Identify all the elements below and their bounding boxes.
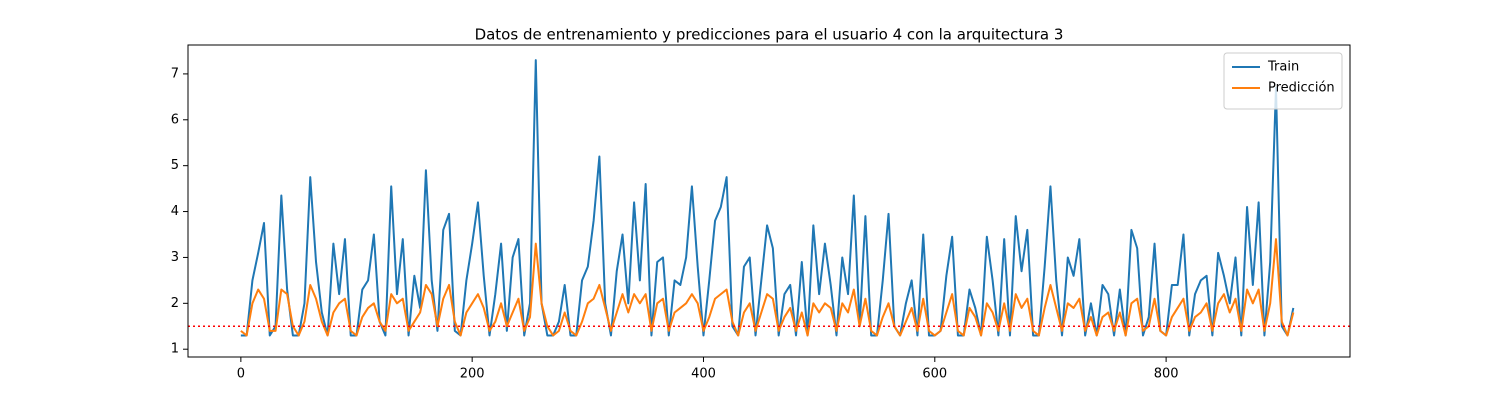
x-tick-label: 200 xyxy=(460,367,485,382)
y-tick-label: 3 xyxy=(171,250,179,265)
plot-frame xyxy=(187,44,1351,358)
chart-title: Datos de entrenamiento y predicciones pa… xyxy=(475,26,1064,44)
y-tick-label: 5 xyxy=(171,158,179,173)
x-tick-label: 800 xyxy=(1154,367,1179,382)
series-line xyxy=(240,238,1295,337)
y-tick-label: 2 xyxy=(171,296,179,311)
y-tick-label: 1 xyxy=(171,342,179,357)
y-tick-label: 7 xyxy=(171,66,179,81)
x-tick-label: 600 xyxy=(922,367,947,382)
series-line xyxy=(240,59,1295,337)
x-tick-label: 0 xyxy=(237,367,245,382)
legend-label: Train xyxy=(1267,60,1299,75)
y-tick-label: 4 xyxy=(171,204,179,219)
legend-label: Predicción xyxy=(1268,81,1335,96)
x-tick-label: 400 xyxy=(691,367,716,382)
y-tick-label: 6 xyxy=(171,112,179,127)
